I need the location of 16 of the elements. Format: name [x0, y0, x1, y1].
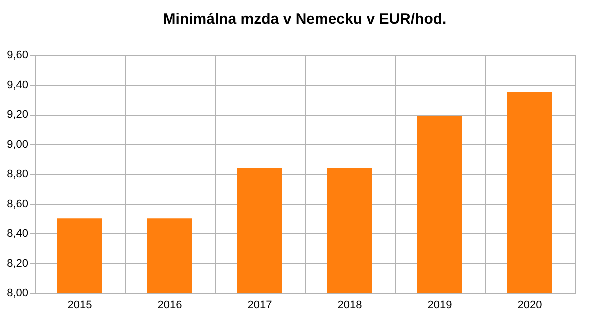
- chart-title: Minimálna mzda v Nemecku v EUR/hod.: [163, 11, 447, 28]
- y-tick-label: 8,80: [7, 168, 28, 180]
- x-tick-label: 2016: [158, 300, 182, 312]
- y-tick-label: 9,60: [7, 50, 28, 62]
- x-tick-label: 2020: [518, 300, 542, 312]
- x-tick-label: 2019: [428, 300, 452, 312]
- y-tick-label: 8,20: [7, 258, 28, 270]
- y-tick-label: 8,60: [7, 198, 28, 210]
- x-tick-label: 2015: [68, 300, 92, 312]
- y-tick-label: 9,20: [7, 109, 28, 121]
- x-tick-label: 2018: [338, 300, 362, 312]
- y-tick-label: 9,00: [7, 138, 28, 151]
- y-tick-label: 8,40: [7, 228, 28, 240]
- x-tick-label: 2017: [248, 300, 272, 312]
- y-tick-label: 8,00: [7, 288, 28, 300]
- y-tick-label: 9,40: [7, 79, 28, 92]
